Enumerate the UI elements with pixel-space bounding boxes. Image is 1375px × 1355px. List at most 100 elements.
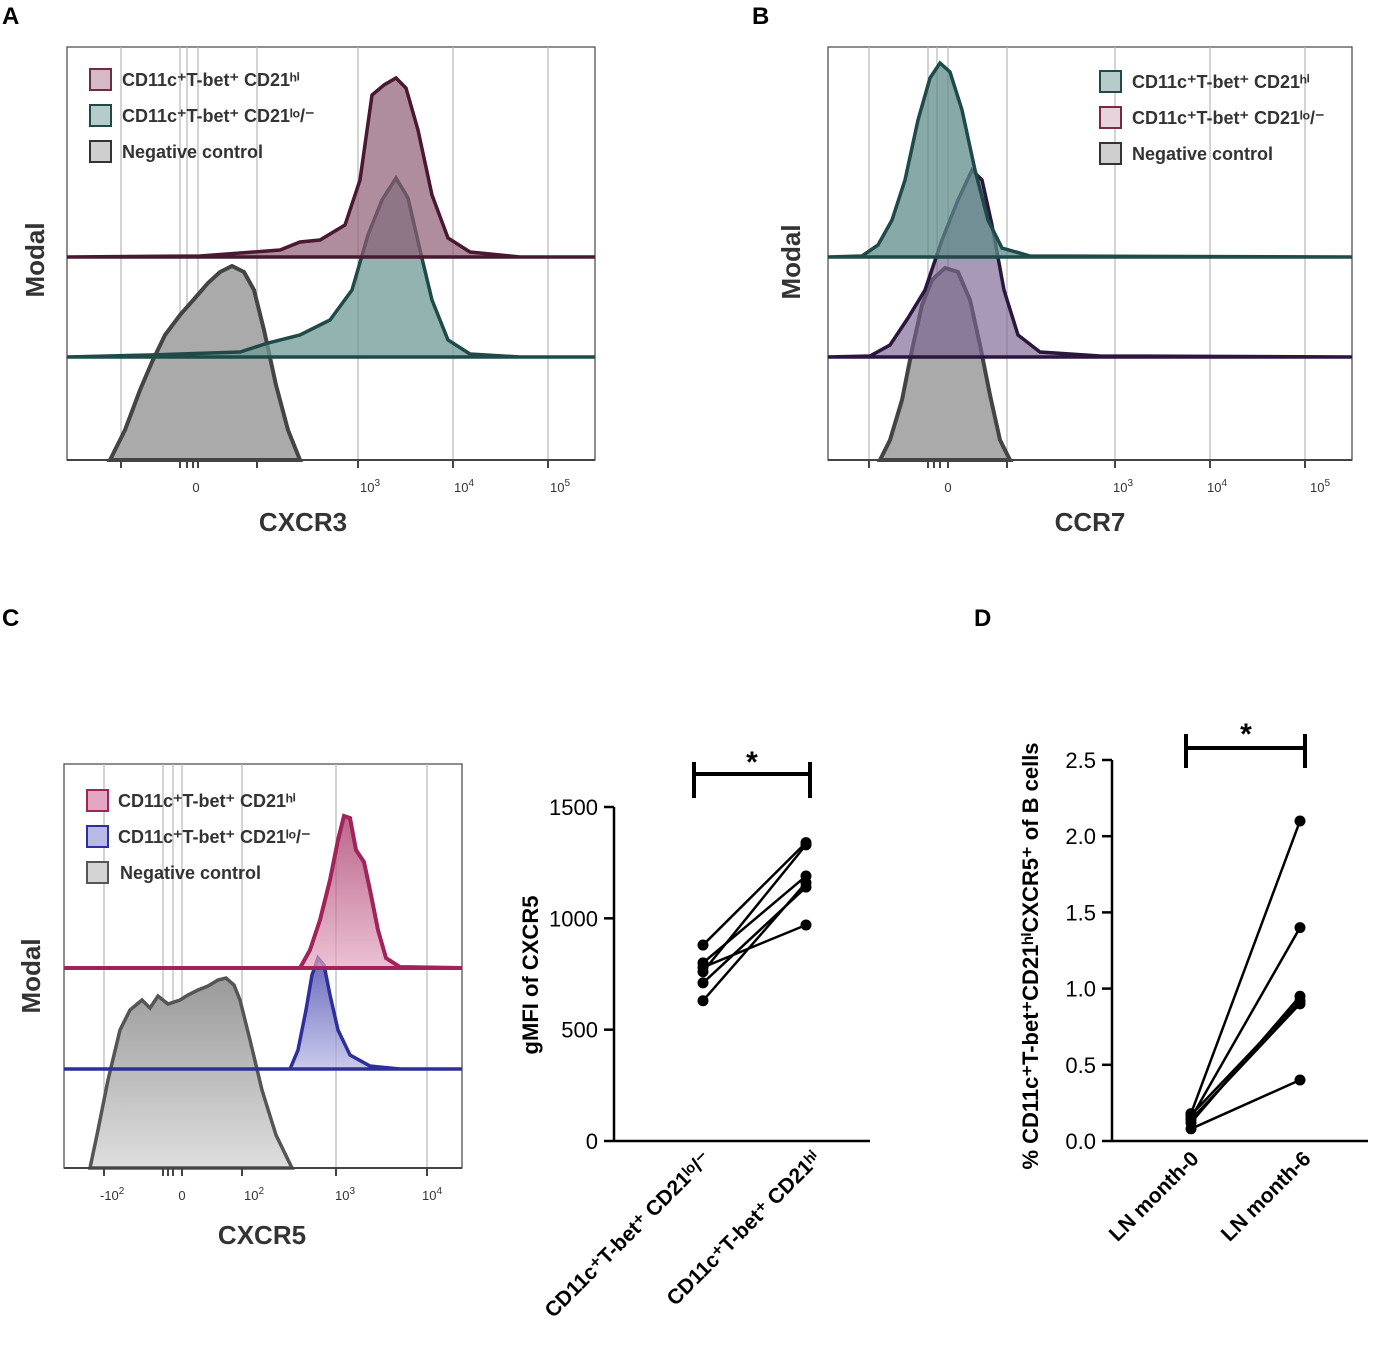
legend-label-cd21lo: CD11c⁺T-bet⁺ CD21ˡᵒ/⁻	[118, 827, 310, 847]
data-point	[1294, 922, 1306, 934]
panel-b-tick-1e5: 105	[1310, 478, 1330, 495]
pair-line	[1190, 1002, 1301, 1121]
legend-swatch-cd21lo	[86, 825, 109, 848]
panel-b-x-label: CCR7	[1055, 507, 1126, 537]
legend-label-negative: Negative control	[122, 142, 263, 162]
pair-line	[702, 923, 807, 969]
legend-swatch-cd21hi	[1099, 70, 1122, 93]
panel-d-category-month6: LN month-6	[1217, 1147, 1316, 1246]
panel-a-tick-0: 0	[192, 480, 199, 495]
legend-label-negative: Negative control	[120, 863, 261, 883]
legend-label-cd21lo: CD11c⁺T-bet⁺ CD21ˡᵒ/⁻	[1132, 108, 1324, 128]
pair-line	[702, 881, 807, 1002]
panel-b-x-ticks	[868, 460, 1306, 468]
panel-c-x-ticks	[103, 1168, 428, 1176]
y-tick-label: 1.5	[1065, 900, 1096, 925]
data-point	[800, 877, 812, 889]
panel-b-tick-1e4: 104	[1207, 478, 1227, 495]
panel-a-histogram-negative-control	[106, 263, 303, 462]
panel-a-x-label: CXCR3	[259, 507, 347, 537]
panel-d-significance-star: *	[1240, 718, 1252, 751]
panel-b: B CD11c⁺T-bet⁺ CD21ʰⁱ CD11c⁺T-bet⁺ CD21ˡ…	[752, 3, 1353, 537]
panel-b-histogram-cd21hi	[827, 60, 1353, 259]
data-point	[1294, 1074, 1306, 1086]
pair-line	[1190, 999, 1301, 1116]
panel-b-letter: B	[752, 3, 769, 30]
data-point	[800, 839, 812, 851]
panel-c-significance-bracket	[692, 762, 812, 798]
panel-c-letter: C	[2, 605, 19, 632]
y-tick-label: 1500	[549, 795, 598, 820]
y-tick-label: 2.5	[1065, 748, 1096, 773]
panel-a-tick-1e3: 103	[360, 478, 380, 495]
panel-d-category-month0: LN month-0	[1105, 1147, 1204, 1246]
legend-swatch-negative	[89, 140, 112, 163]
panel-c-significance-star: *	[746, 746, 758, 779]
legend-swatch-cd21lo	[1099, 106, 1122, 129]
panel-c-scatter-pair-lines	[702, 841, 807, 1002]
panel-c-histogram-cd21lo	[64, 954, 462, 1071]
y-tick-label: 1000	[549, 906, 598, 931]
panel-d-points	[1185, 815, 1306, 1135]
pair-line	[702, 841, 807, 946]
panel-a-tick-1e4: 104	[454, 478, 474, 495]
panel-c-tick-1e2: 102	[244, 1186, 264, 1203]
y-tick-label: 0.5	[1065, 1053, 1096, 1078]
panel-c-histogram-negative-control	[87, 976, 295, 1170]
data-point	[697, 977, 709, 989]
legend-swatch-negative	[86, 861, 109, 884]
panel-c-scatter-y-label: gMFI of CXCR5	[518, 896, 543, 1055]
data-point	[697, 961, 709, 973]
legend-swatch-cd21lo	[89, 104, 112, 127]
data-point	[1185, 1123, 1197, 1135]
panel-d: D % CD11c⁺T-bet⁺CD21ʰⁱCXCR5⁺ of B cells …	[974, 605, 1368, 1246]
legend-swatch-negative	[1099, 142, 1122, 165]
panel-c-scatter-points	[697, 837, 812, 1007]
data-point	[1294, 998, 1306, 1010]
panel-d-y-ticks: 0.0 0.5 1.0 1.5 2.0 2.5	[1065, 748, 1112, 1154]
y-tick-label: 0.0	[1065, 1129, 1096, 1154]
panel-b-y-label: Modal	[776, 224, 806, 299]
panel-a: A CD11c⁺T-bet⁺ CD21ʰⁱ CD11c⁺T-bet⁺ CD21ˡ…	[2, 3, 596, 537]
y-tick-label: 1.0	[1065, 977, 1096, 1002]
legend-swatch-cd21hi	[89, 68, 112, 91]
panel-c-x-label: CXCR5	[218, 1220, 306, 1250]
data-point	[1185, 1114, 1197, 1126]
data-point	[800, 919, 812, 931]
data-point	[697, 939, 709, 951]
panel-d-significance-bracket	[1184, 734, 1307, 768]
legend-label-cd21hi: CD11c⁺T-bet⁺ CD21ʰⁱ	[118, 791, 296, 811]
panel-c-tick-1e4: 104	[422, 1186, 442, 1203]
panel-b-tick-1e3: 103	[1113, 478, 1133, 495]
data-point	[1294, 815, 1306, 827]
panel-a-tick-1e5: 105	[550, 478, 570, 495]
panel-c-histogram-cd21hi	[64, 813, 463, 970]
panel-b-tick-0: 0	[944, 480, 951, 495]
panel-a-x-ticks	[120, 460, 549, 468]
panel-a-y-label: Modal	[20, 222, 50, 297]
pair-line	[702, 844, 807, 973]
pair-line	[1189, 820, 1302, 1115]
panel-d-letter: D	[974, 605, 991, 632]
y-tick-label: 500	[561, 1018, 598, 1043]
panel-a-histogram-cd21hi	[66, 75, 595, 259]
panel-a-letter: A	[2, 3, 19, 30]
y-tick-label: 0	[586, 1129, 598, 1154]
panel-d-pair-lines	[1189, 820, 1302, 1130]
legend-label-cd21lo: CD11c⁺T-bet⁺ CD21ˡᵒ/⁻	[122, 106, 314, 126]
panel-c: C CD11c⁺T-bet⁺ CD21ʰⁱ CD11c⁺T-bet⁺ CD21ˡ…	[2, 605, 463, 1250]
pair-line	[1189, 927, 1302, 1119]
panel-c-scatter-y-ticks: 0 500 1000 1500	[549, 795, 614, 1154]
panel-c-legend: CD11c⁺T-bet⁺ CD21ʰⁱ CD11c⁺T-bet⁺ CD21ˡᵒ/…	[86, 789, 310, 884]
panel-c-tick-1e3: 103	[335, 1186, 355, 1203]
legend-label-negative: Negative control	[1132, 144, 1273, 164]
panel-c-y-label: Modal	[16, 938, 46, 1013]
panel-b-legend: CD11c⁺T-bet⁺ CD21ʰⁱ CD11c⁺T-bet⁺ CD21ˡᵒ/…	[1099, 70, 1324, 165]
y-tick-label: 2.0	[1065, 824, 1096, 849]
panel-c-tick-0: 0	[178, 1188, 185, 1203]
pair-line	[1190, 1078, 1301, 1130]
legend-label-cd21hi: CD11c⁺T-bet⁺ CD21ʰⁱ	[1132, 72, 1310, 92]
pair-line	[702, 875, 807, 964]
